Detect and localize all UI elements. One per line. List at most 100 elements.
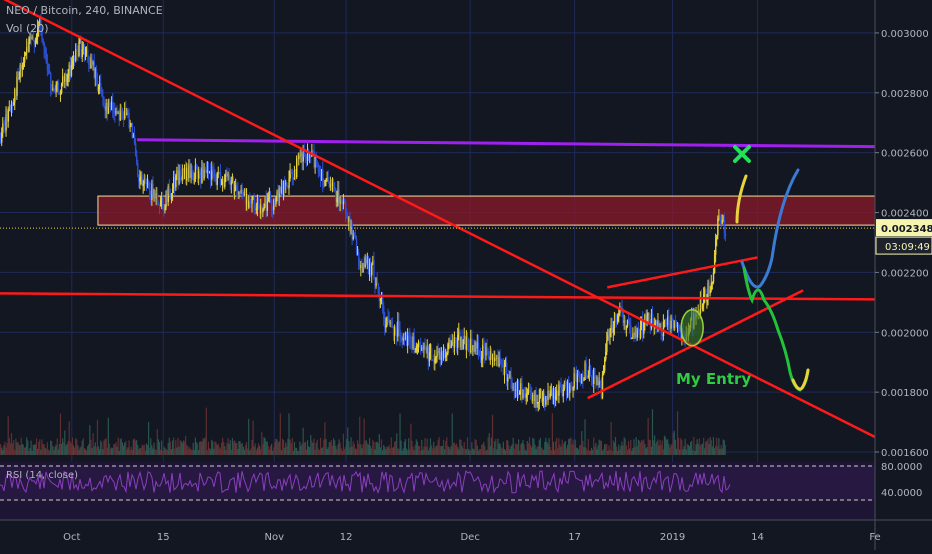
candle [434, 358, 436, 364]
volume-bar [496, 449, 498, 455]
candle [254, 208, 257, 210]
candle [178, 170, 180, 184]
volume-bar [583, 447, 585, 455]
candle [203, 169, 205, 179]
candle [192, 174, 195, 180]
volume-bar [11, 443, 14, 455]
volume-bar [341, 450, 343, 455]
candle [612, 327, 615, 333]
volume-bar [126, 449, 128, 455]
volume-bar [632, 447, 634, 455]
volume-bar [154, 449, 156, 455]
volume-bar [353, 443, 355, 455]
volume-bar [75, 438, 77, 455]
volume-bar [15, 438, 17, 455]
candle [118, 112, 121, 121]
volume-bar [520, 444, 522, 455]
candle [144, 178, 147, 182]
candle [131, 123, 134, 138]
volume-bar [292, 450, 294, 455]
volume-bar [50, 440, 52, 455]
candle [338, 189, 340, 204]
volume-bar [30, 440, 32, 455]
volume-bar [102, 449, 104, 455]
volume-bar [597, 445, 599, 455]
candle [580, 381, 582, 384]
candle [91, 58, 93, 65]
candle [80, 40, 82, 58]
candle [642, 320, 644, 334]
volume-bar [612, 440, 614, 455]
candle [151, 183, 153, 200]
candle [21, 64, 24, 70]
volume-bar [22, 444, 25, 455]
volume-bar [103, 440, 105, 455]
candle [703, 294, 705, 305]
candle [39, 18, 41, 25]
candle [545, 396, 547, 405]
resistance-zone-rect [97, 195, 876, 226]
volume-bar [421, 439, 423, 455]
candle [533, 394, 535, 402]
volume-bar [457, 447, 459, 455]
volume-bar [318, 450, 321, 455]
volume-bar [516, 444, 519, 455]
x-tick-label: 17 [568, 532, 581, 543]
candle [40, 18, 42, 29]
volume-bar [326, 448, 328, 455]
volume-bar [623, 437, 625, 455]
volume-bar [434, 447, 436, 455]
candle [323, 185, 325, 187]
candle [141, 175, 143, 186]
volume-bar [274, 441, 276, 455]
candle [436, 351, 438, 357]
volume-bar [190, 449, 192, 455]
volume-bar [425, 446, 427, 455]
candle [483, 344, 485, 347]
volume-bar [683, 446, 685, 455]
volume-bar [442, 439, 445, 455]
candle [148, 182, 150, 184]
candle [465, 336, 468, 350]
candle [391, 325, 394, 327]
candle [292, 177, 295, 180]
candle [157, 204, 160, 206]
volume-bar [144, 450, 146, 455]
candle [556, 390, 558, 396]
candle [317, 166, 320, 172]
candle [163, 209, 165, 211]
volume-bar [117, 437, 119, 455]
volume-bar [250, 448, 252, 455]
volume-bar [91, 448, 93, 455]
candle [371, 264, 373, 276]
candle [336, 198, 338, 203]
candle [550, 390, 553, 394]
volume-bar [507, 440, 509, 455]
volume-bar [83, 447, 85, 455]
candle [239, 191, 241, 193]
candle [637, 327, 640, 331]
volume-bar [647, 417, 649, 455]
volume-bar [518, 439, 520, 455]
candle [553, 392, 556, 400]
candle [461, 337, 463, 350]
candle [396, 330, 398, 337]
volume-bar [300, 445, 302, 455]
candle [299, 154, 301, 156]
volume-bar [303, 442, 305, 455]
volume-bar [359, 416, 361, 455]
volume-bar [385, 449, 387, 455]
candle [76, 48, 78, 50]
candle [378, 293, 381, 302]
volume-bar [352, 441, 354, 455]
candle [442, 349, 445, 358]
volume-bar [704, 448, 706, 455]
candle [200, 175, 202, 183]
candle [562, 389, 565, 396]
y-tick-label: 0.002600 [881, 149, 929, 160]
volume-bar [346, 439, 348, 455]
volume-bar [715, 445, 717, 455]
volume-bar [472, 448, 474, 455]
